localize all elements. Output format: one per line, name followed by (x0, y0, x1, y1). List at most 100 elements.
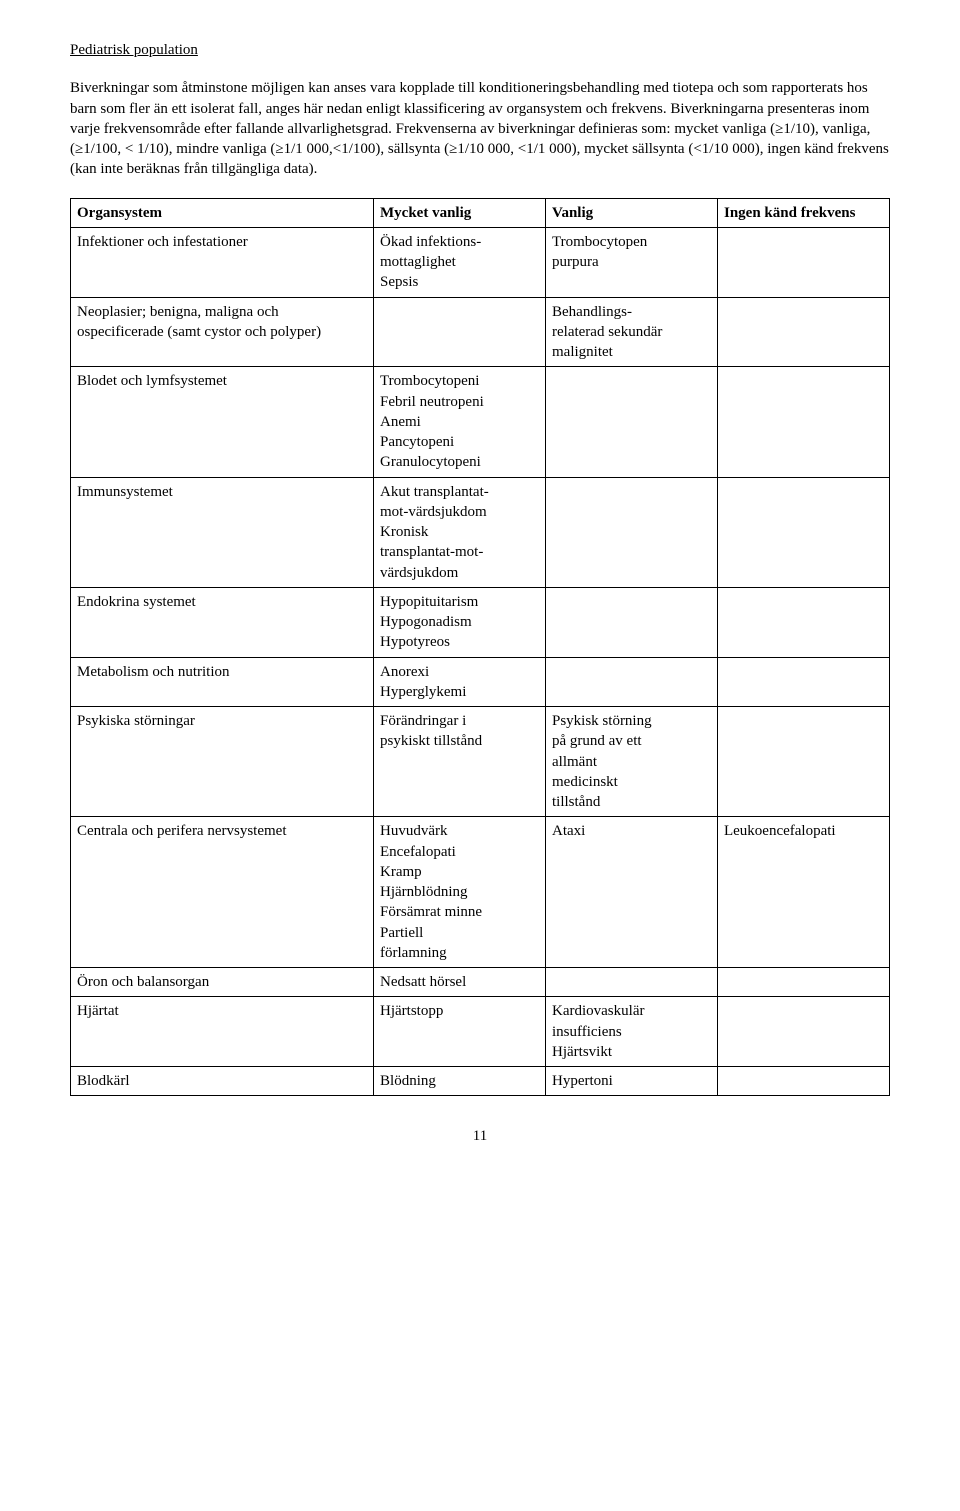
cell-line: mot-värdsjukdom (380, 502, 539, 522)
cell-line: psykiskt tillstånd (380, 731, 539, 751)
cell-ingen-kand (717, 968, 889, 997)
cell-line: Leukoencefalopati (724, 821, 883, 841)
cell-ingen-kand (717, 367, 889, 477)
cell-line: relaterad sekundär (552, 322, 711, 342)
cell-line: Nedsatt hörsel (380, 972, 539, 992)
cell-line: Anemi (380, 412, 539, 432)
cell-mycket-vanlig: Hjärtstopp (374, 997, 546, 1067)
cell-organsystem: Hjärtat (71, 997, 374, 1067)
cell-organsystem: Immunsystemet (71, 477, 374, 587)
table-header-row: Organsystem Mycket vanlig Vanlig Ingen k… (71, 198, 890, 227)
cell-organsystem: Blodet och lymfsystemet (71, 367, 374, 477)
cell-line: Pancytopeni (380, 432, 539, 452)
cell-line: Hyperglykemi (380, 682, 539, 702)
cell-line: förlamning (380, 943, 539, 963)
table-row: Metabolism och nutrition AnorexiHyperglyk… (71, 657, 890, 707)
cell-vanlig (546, 367, 718, 477)
cell-organsystem: Öron och balansorgan (71, 968, 374, 997)
cell-vanlig (546, 968, 718, 997)
page-number: 11 (70, 1126, 890, 1146)
table-row: Blodkärl Blödning Hypertoni (71, 1067, 890, 1096)
cell-line: transplantat-mot- (380, 542, 539, 562)
cell-ingen-kand (717, 477, 889, 587)
cell-line: Psykisk störning (552, 711, 711, 731)
cell-organsystem: Infektioner och infestationer (71, 227, 374, 297)
cell-ingen-kand (717, 297, 889, 367)
section-heading: Pediatrisk population (70, 40, 890, 60)
cell-line: Trombocytopeni (380, 371, 539, 391)
cell-ingen-kand (717, 227, 889, 297)
cell-organsystem: Metabolism och nutrition (71, 657, 374, 707)
col-organsystem: Organsystem (71, 198, 374, 227)
cell-line: insufficiens (552, 1022, 711, 1042)
cell-line: malignitet (552, 342, 711, 362)
cell-line: Ökad infektions- (380, 232, 539, 252)
cell-mycket-vanlig: Blödning (374, 1067, 546, 1096)
cell-line: Blödning (380, 1071, 539, 1091)
cell-line: Hypopituitarism (380, 592, 539, 612)
table-row: Endokrina systemetHypopituitarismHypogon… (71, 587, 890, 657)
cell-mycket-vanlig: Nedsatt hörsel (374, 968, 546, 997)
cell-mycket-vanlig: Ökad infektions-mottaglighetSepsis (374, 227, 546, 297)
table-row: Neoplasier; benigna, maligna och ospecif… (71, 297, 890, 367)
cell-line: Hypertoni (552, 1071, 711, 1091)
cell-ingen-kand (717, 707, 889, 817)
cell-vanlig: Behandlings-relaterad sekundärmalignitet (546, 297, 718, 367)
cell-line: Förändringar i (380, 711, 539, 731)
cell-line: Anorexi (380, 662, 539, 682)
cell-line: tillstånd (552, 792, 711, 812)
cell-organsystem: Blodkärl (71, 1067, 374, 1096)
col-mycket-vanlig: Mycket vanlig (374, 198, 546, 227)
cell-mycket-vanlig: Akut transplantat-mot-värdsjukdomKronisk… (374, 477, 546, 587)
cell-line: medicinskt (552, 772, 711, 792)
cell-line: Huvudvärk (380, 821, 539, 841)
cell-mycket-vanlig: TrombocytopeniFebril neutropeniAnemiPanc… (374, 367, 546, 477)
cell-line: Kramp (380, 862, 539, 882)
cell-line: Kardiovaskulär (552, 1001, 711, 1021)
cell-line: allmänt (552, 752, 711, 772)
cell-line: Febril neutropeni (380, 392, 539, 412)
cell-vanlig: Trombocytopenpurpura (546, 227, 718, 297)
cell-organsystem: Endokrina systemet (71, 587, 374, 657)
cell-organsystem: Centrala och perifera nervsystemet (71, 817, 374, 968)
cell-ingen-kand (717, 587, 889, 657)
table-row: Öron och balansorgan Nedsatt hörsel (71, 968, 890, 997)
adverse-effects-table: Organsystem Mycket vanlig Vanlig Ingen k… (70, 198, 890, 1097)
table-row: Infektioner och infestationerÖkad infekt… (71, 227, 890, 297)
cell-ingen-kand: Leukoencefalopati (717, 817, 889, 968)
cell-mycket-vanlig: HypopituitarismHypogonadismHypotyreos (374, 587, 546, 657)
cell-line: värdsjukdom (380, 563, 539, 583)
cell-vanlig (546, 587, 718, 657)
cell-line: Trombocytopen (552, 232, 711, 252)
table-row: Centrala och perifera nervsystemetHuvudv… (71, 817, 890, 968)
table-row: Psykiska störningarFörändringar ipsykisk… (71, 707, 890, 817)
cell-line: Hypogonadism (380, 612, 539, 632)
cell-vanlig: Hypertoni (546, 1067, 718, 1096)
cell-line: Försämrat minne (380, 902, 539, 922)
cell-line: Hjärtsvikt (552, 1042, 711, 1062)
cell-line: Partiell (380, 923, 539, 943)
cell-ingen-kand (717, 657, 889, 707)
cell-line: Ataxi (552, 821, 711, 841)
cell-organsystem: Psykiska störningar (71, 707, 374, 817)
cell-mycket-vanlig (374, 297, 546, 367)
cell-mycket-vanlig: HuvudvärkEncefalopatiKrampHjärnblödningF… (374, 817, 546, 968)
col-vanlig: Vanlig (546, 198, 718, 227)
cell-vanlig: Ataxi (546, 817, 718, 968)
col-ingen-kand: Ingen känd frekvens (717, 198, 889, 227)
cell-mycket-vanlig: Förändringar ipsykiskt tillstånd (374, 707, 546, 817)
cell-line: Hypotyreos (380, 632, 539, 652)
cell-line: Encefalopati (380, 842, 539, 862)
table-row: Hjärtat Hjärtstopp Kardiovaskulärinsuffici… (71, 997, 890, 1067)
cell-vanlig (546, 477, 718, 587)
cell-line: mottaglighet (380, 252, 539, 272)
cell-line: Hjärnblödning (380, 882, 539, 902)
cell-line: purpura (552, 252, 711, 272)
cell-vanlig (546, 657, 718, 707)
cell-ingen-kand (717, 1067, 889, 1096)
cell-line: Hjärtstopp (380, 1001, 539, 1021)
cell-line: Behandlings- (552, 302, 711, 322)
cell-line: på grund av ett (552, 731, 711, 751)
cell-vanlig: KardiovaskulärinsufficiensHjärtsvikt (546, 997, 718, 1067)
cell-line: Akut transplantat- (380, 482, 539, 502)
